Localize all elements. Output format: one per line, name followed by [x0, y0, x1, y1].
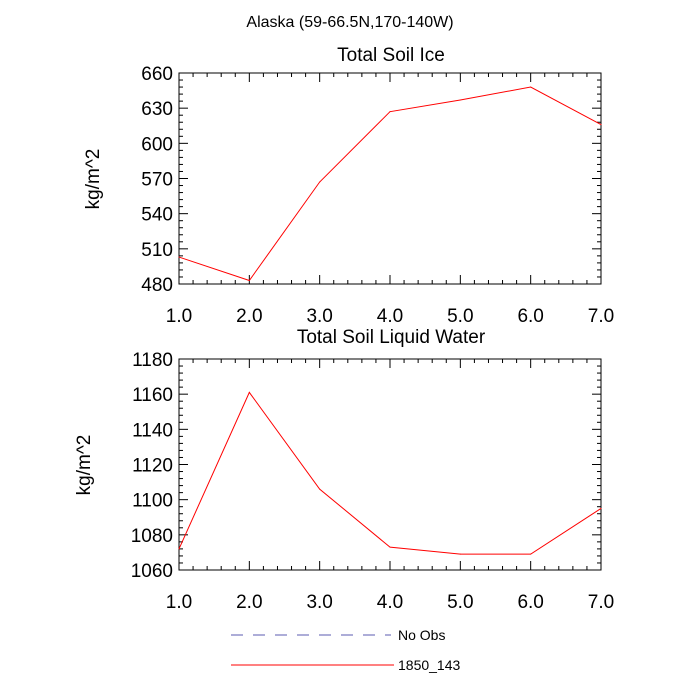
y-tick-label: 1060: [131, 561, 173, 582]
x-tick-label: 1.0: [166, 306, 192, 327]
data-point: [319, 181, 321, 183]
panel-total-soil-liquid-water: Total Soil Liquid Water kg/m^2 1.0 2.0 3.0…: [74, 327, 614, 613]
data-point: [178, 548, 180, 550]
y-tick-label: 540: [141, 205, 173, 226]
series-layer: [178, 86, 602, 282]
y-tick-label: 570: [141, 170, 173, 191]
x-tick-label: 6.0: [517, 306, 543, 327]
data-point: [459, 99, 461, 101]
x-tick-label: 5.0: [447, 306, 473, 327]
y-axis-label: kg/m^2: [83, 149, 104, 210]
y-tick-label: 1080: [131, 526, 173, 547]
x-tick-label: 2.0: [236, 306, 262, 327]
y-tick-label: 510: [141, 240, 173, 261]
tick-labels: 1.0 2.0 3.0 4.0 5.0 6.0 7.0 480 510 540 570 600 630 6…: [141, 64, 614, 327]
plot-frame: [178, 72, 602, 285]
panel-total-soil-ice: Total Soil Ice kg/m^2 1.0 2.0 3.0 4.0 5.0 6.0…: [83, 45, 614, 327]
x-tick-label: 4.0: [377, 306, 403, 327]
data-point: [459, 553, 461, 555]
y-tick-label: 630: [141, 99, 173, 120]
x-tick-label: 2.0: [236, 592, 262, 613]
y-tick-label: 660: [141, 64, 173, 85]
data-point: [178, 256, 180, 258]
x-tick-label: 6.0: [517, 592, 543, 613]
tick-labels: 1.0 2.0 3.0 4.0 5.0 6.0 7.0 1060 1080 1100 1120 114…: [131, 350, 614, 613]
data-point: [600, 124, 602, 126]
x-tick-label: 7.0: [588, 306, 614, 327]
data-point: [248, 391, 250, 393]
y-tick-label: 1160: [132, 385, 173, 406]
y-tick-label: 600: [141, 134, 173, 155]
x-tick-label: 1.0: [166, 592, 192, 613]
panel-title: Total Soil Liquid Water: [297, 327, 486, 348]
data-point: [319, 488, 321, 490]
series-line-1850-143: [178, 391, 602, 555]
plot-frame: [178, 358, 602, 571]
data-point: [530, 553, 532, 555]
y-tick-label: 1120: [132, 456, 173, 477]
legend-label-1850-143: 1850_143: [398, 657, 461, 673]
y-axis-label: kg/m^2: [74, 435, 95, 496]
x-tick-label: 3.0: [306, 592, 332, 613]
x-tick-label: 3.0: [306, 306, 332, 327]
x-tick-label: 7.0: [588, 592, 614, 613]
figure-main-title: Alaska (59-66.5N,170-140W): [246, 14, 453, 31]
panel-title: Total Soil Ice: [337, 45, 445, 66]
data-point: [389, 546, 391, 548]
x-tick-label: 4.0: [377, 592, 403, 613]
legend: No Obs 1850_143: [231, 627, 461, 673]
data-point: [530, 86, 532, 88]
axis-ticks: [178, 358, 602, 571]
series-line-1850-143: [178, 86, 602, 282]
series-layer: [178, 391, 602, 555]
y-tick-label: 480: [141, 275, 173, 296]
y-tick-label: 1100: [132, 491, 173, 512]
y-tick-label: 1180: [132, 350, 173, 371]
x-tick-label: 5.0: [447, 592, 473, 613]
data-point: [389, 111, 391, 113]
data-point: [600, 507, 602, 509]
legend-label-no-obs: No Obs: [398, 627, 445, 643]
data-point: [248, 279, 250, 281]
y-tick-label: 1140: [132, 420, 173, 441]
axis-ticks: [178, 72, 602, 285]
